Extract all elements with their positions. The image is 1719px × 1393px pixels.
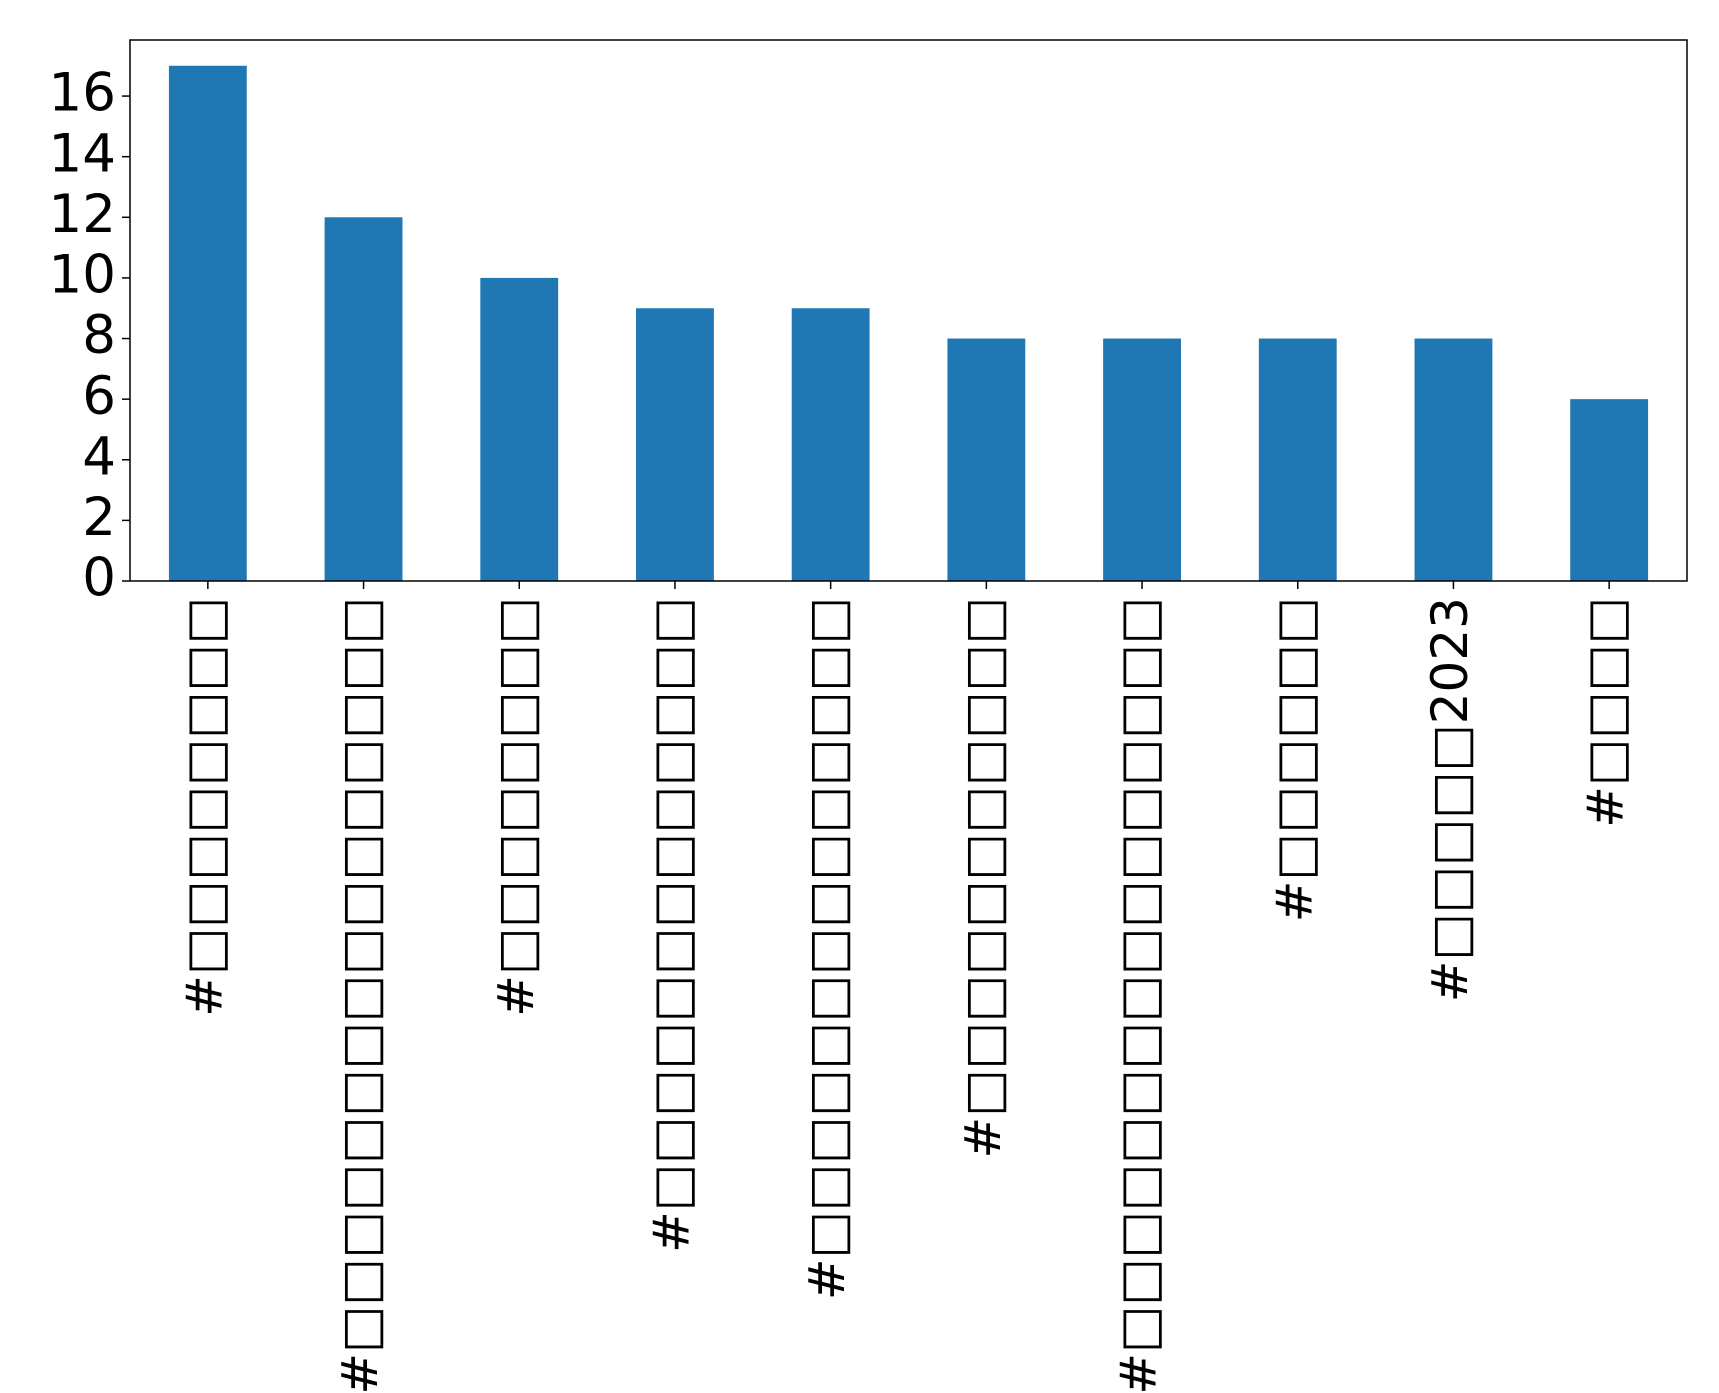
y-tick-label: 4 [82,426,116,487]
x-tick-label: #□□□□□□□□ [175,597,233,1017]
bar [1103,338,1181,581]
bar [1570,399,1649,581]
y-tick-label: 6 [82,366,116,427]
x-tick-label: #□□□□□□□□□□□ [954,597,1012,1159]
x-tick-label: #□□□□ [1577,597,1635,828]
x-tick-label: #□□□□□□□□□□□□□□□□ [331,597,389,1393]
plot-frame [129,39,1688,582]
x-tick-label: #□□□□□□□□□□□□□□ [798,597,856,1300]
y-tick-label: 0 [82,548,116,609]
x-tick-label: #□□□□□□□□ [487,597,545,1017]
y-tick-label: 16 [49,63,116,124]
y-tick-label: 8 [82,305,116,366]
bar [636,308,714,581]
bar [168,65,247,581]
bar [791,308,870,581]
y-tick-label: 12 [49,184,116,245]
y-tick-label: 14 [49,123,116,184]
x-tick-label: #□□□□□2023 [1421,597,1479,1002]
x-tick-label: #□□□□□□□□□□□□□ [642,597,700,1253]
bar [1414,338,1493,581]
bar [324,217,403,581]
bar [947,338,1026,581]
y-tick-label: 2 [82,487,116,548]
x-tick-label: #□□□□□□□□□□□□□□□□ [1110,597,1168,1393]
bar [1258,338,1337,581]
x-tick-label: #□□□□□□ [1265,597,1323,922]
y-tick-label: 10 [49,245,116,306]
bar [480,277,559,581]
